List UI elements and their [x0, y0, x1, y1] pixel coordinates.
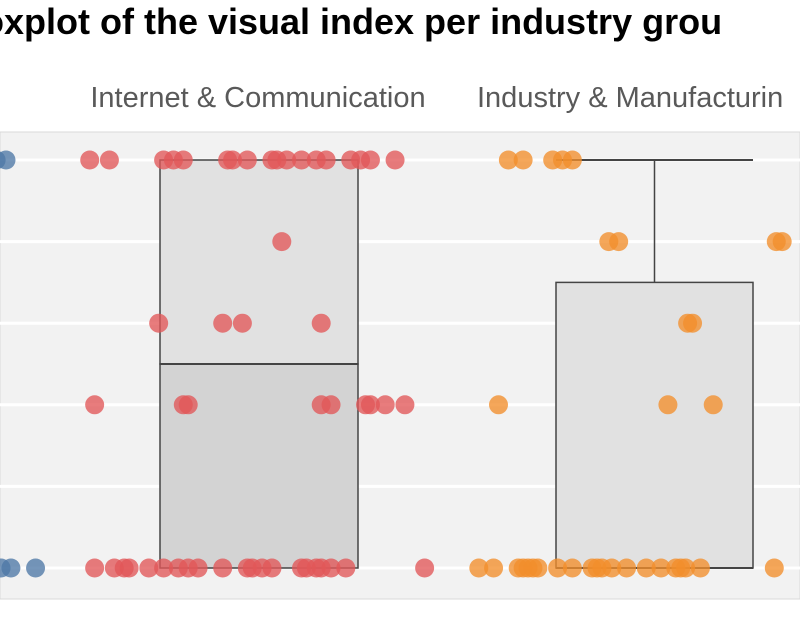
- point-industry-y0-0: [469, 558, 489, 578]
- point-internet-y5-1: [99, 150, 119, 170]
- point-internet-y5-7: [237, 150, 257, 170]
- point-industry-y5-0: [498, 150, 518, 170]
- point-internet-y2-8: [395, 395, 415, 415]
- point-industry-y4-1: [609, 232, 629, 252]
- facet-label-internet: Internet & Communication: [90, 82, 425, 114]
- data-points: [0, 150, 792, 578]
- box-upper-0: [159, 159, 359, 365]
- point-industry-y5-1: [513, 150, 533, 170]
- point-internet-y0-0: [85, 558, 105, 578]
- point-internet-y5-17: [385, 150, 405, 170]
- box-upper-1: [555, 281, 754, 569]
- point-previous_group-y5-2: [0, 150, 16, 170]
- point-industry-y0-6: [528, 558, 548, 578]
- point-industry-y5-4: [562, 150, 582, 170]
- point-previous_group-y0-1: [1, 558, 21, 578]
- point-industry-y0-19: [690, 558, 710, 578]
- point-industry-y2-0: [489, 395, 508, 415]
- box-lower-0: [159, 363, 359, 569]
- point-internet-y0-8: [188, 558, 208, 578]
- point-industry-y0-20: [764, 558, 784, 578]
- point-internet-y5-10: [277, 150, 297, 170]
- point-internet-y5-4: [173, 150, 193, 170]
- point-internet-y0-18: [321, 558, 341, 578]
- point-internet-y5-11: [292, 150, 311, 170]
- point-internet-y3-2: [232, 313, 252, 333]
- point-internet-y5-0: [80, 150, 100, 170]
- point-industry-y0-15: [651, 558, 671, 578]
- point-internet-y0-19: [336, 558, 356, 578]
- point-industry-y2-1: [658, 395, 678, 415]
- point-industry-y0-7: [548, 558, 568, 578]
- point-internet-y5-16: [360, 150, 380, 170]
- point-internet-y0-4: [139, 558, 159, 578]
- point-internet-y0-13: [262, 558, 282, 578]
- box-0: [159, 159, 359, 569]
- point-internet-y2-0: [85, 395, 105, 415]
- point-internet-y0-5: [154, 558, 174, 578]
- point-internet-y5-13: [316, 150, 336, 170]
- point-industry-y0-14: [636, 558, 656, 578]
- point-industry-y0-18: [676, 558, 696, 578]
- box-1: [555, 159, 754, 569]
- point-internet-y3-3: [311, 313, 331, 333]
- point-industry-y0-8: [562, 558, 582, 578]
- boxes: [159, 159, 754, 569]
- point-previous_group-y0-2: [26, 558, 46, 578]
- chart-title: oxplot of the visual index per industry …: [0, 1, 723, 42]
- point-internet-y2-7: [375, 395, 395, 415]
- point-internet-y4-0: [272, 232, 292, 252]
- point-industry-y2-2: [703, 395, 723, 415]
- facet-labels: Internet & Communication Industry & Manu…: [90, 82, 783, 114]
- point-internet-y0-20: [415, 558, 435, 578]
- point-industry-y0-13: [617, 558, 637, 578]
- point-internet-y2-4: [321, 395, 341, 415]
- point-internet-y0-9: [213, 558, 233, 578]
- point-industry-y0-12: [602, 558, 622, 578]
- point-industry-y0-1: [484, 558, 504, 578]
- point-industry-y4-3: [772, 232, 792, 252]
- facet-label-industry: Industry & Manufacturin: [477, 82, 783, 114]
- point-internet-y3-0: [149, 313, 169, 333]
- point-internet-y5-6: [223, 150, 243, 170]
- point-internet-y0-3: [119, 558, 139, 578]
- point-industry-y3-1: [683, 313, 703, 333]
- point-internet-y3-1: [213, 313, 233, 333]
- point-internet-y2-2: [178, 395, 198, 415]
- point-internet-y2-6: [360, 395, 380, 415]
